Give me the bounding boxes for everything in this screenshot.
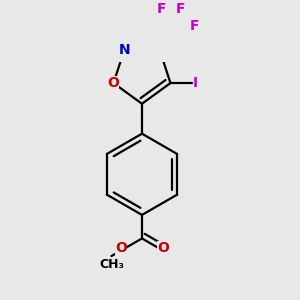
Text: N: N bbox=[118, 43, 130, 57]
Text: F: F bbox=[176, 2, 186, 16]
Text: F: F bbox=[157, 2, 166, 16]
Text: O: O bbox=[108, 76, 119, 90]
Text: I: I bbox=[193, 76, 198, 90]
Text: F: F bbox=[189, 19, 199, 33]
Text: O: O bbox=[115, 241, 127, 255]
Text: O: O bbox=[157, 241, 169, 255]
Text: CH₃: CH₃ bbox=[99, 258, 124, 271]
